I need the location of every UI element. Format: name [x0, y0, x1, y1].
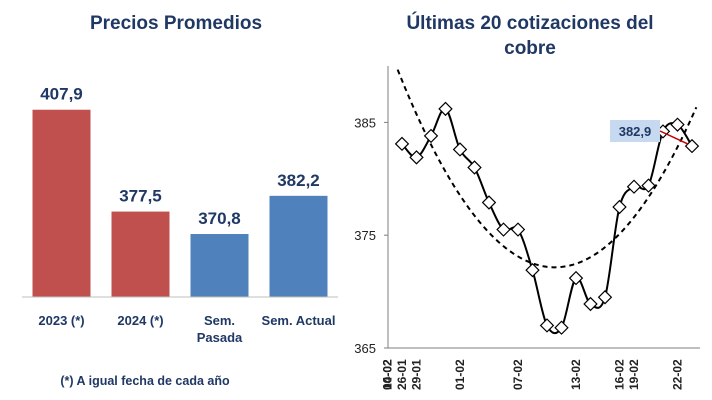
bar-category-label: Pasada: [197, 330, 243, 345]
bar-value-label: 370,8: [198, 209, 241, 228]
line-chart-y-ticks: 365 375 385: [354, 115, 388, 356]
price-marker: [496, 222, 511, 237]
bar: [190, 234, 249, 297]
callout-label: 382,9: [619, 124, 652, 139]
price-marker: [670, 117, 685, 132]
bar-chart-footnote: (*) A igual fecha de cada año: [60, 374, 230, 388]
price-marker: [626, 179, 642, 194]
price-marker: [554, 320, 569, 335]
bar: [32, 109, 91, 297]
price-marker: [481, 195, 497, 210]
x-tick-label: 29-01: [410, 359, 424, 390]
bar: [111, 211, 170, 297]
bar-category-label: Sem.: [204, 313, 235, 328]
x-tick-label: 26-01: [395, 359, 409, 390]
price-marker: [438, 101, 453, 117]
price-marker: [452, 142, 468, 157]
price-marker: [467, 160, 482, 175]
bar-category-label: 2023 (*): [38, 313, 84, 328]
price-marker: [423, 128, 439, 144]
bars: 407,9 377,5 370,8 382,2: [32, 85, 328, 297]
line-chart-x-ticks: 26-01 29-01 01-02 04-02 07-02 10-02 13-02 16-02…: [381, 359, 685, 390]
bar-chart: Precios Promedios 407,9 377,5 370,8 382,2 2…: [22, 13, 338, 388]
y-tick-label: 385: [354, 115, 376, 130]
callout-box: [610, 120, 660, 142]
price-marker: [568, 270, 584, 286]
price-marker: [612, 199, 627, 215]
bar-value-label: 382,2: [277, 171, 320, 190]
bar-value-label: 407,9: [40, 85, 83, 104]
price-markers: [394, 101, 700, 335]
y-tick-label: 375: [354, 228, 376, 243]
line-chart-title-line-1: Últimas 20 cotizaciones del: [406, 12, 653, 34]
line-chart: Últimas 20 cotizaciones del cobre 365 375…: [354, 12, 700, 390]
price-marker: [394, 136, 410, 152]
bar-category-label: Sem. Actual: [262, 313, 336, 328]
price-marker: [539, 318, 555, 333]
price-marker: [641, 178, 656, 193]
bar: [269, 195, 328, 297]
bar-chart-title: Precios Promedios: [90, 13, 262, 34]
x-tick-label: 01-02: [453, 359, 467, 390]
price-marker: [597, 290, 613, 305]
callout-arrow: [659, 130, 689, 145]
price-marker: [510, 222, 526, 237]
bar-category-labels: 2023 (*) 2024 (*) Sem. Pasada Sem. Actual: [38, 313, 335, 345]
x-tick-label: 04-02: [381, 359, 395, 390]
x-tick-label: 16-02: [613, 359, 627, 390]
price-series-line: [401, 107, 693, 335]
y-tick-label: 365: [354, 341, 376, 356]
trend-line: [396, 69, 698, 269]
bar-category-label: 2024 (*): [117, 313, 163, 328]
x-tick-label: 10-02: [381, 359, 395, 390]
price-marker: [525, 262, 540, 278]
bar-value-label: 377,5: [119, 187, 162, 206]
x-tick-label: 22-02: [671, 359, 685, 390]
price-marker: [684, 138, 700, 154]
line-chart-title-line-2: cobre: [504, 38, 556, 59]
x-tick-label: 07-02: [511, 359, 525, 390]
x-tick-label: 19-02: [627, 359, 641, 390]
last-value-callout: 382,9: [610, 120, 689, 145]
price-marker: [409, 150, 424, 165]
x-tick-label: 13-02: [569, 359, 583, 390]
price-marker: [583, 296, 598, 312]
